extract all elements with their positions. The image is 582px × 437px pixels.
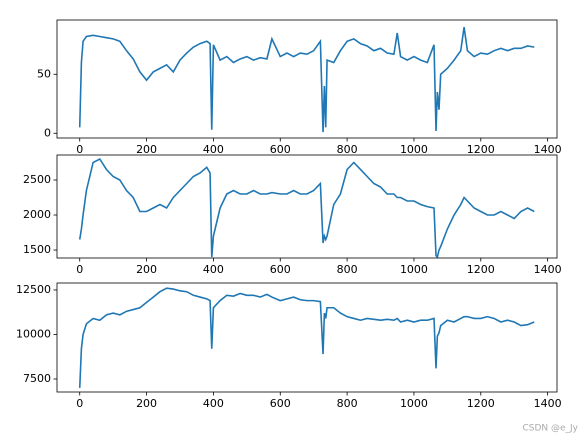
x-tick-label: 200: [136, 143, 157, 156]
x-tick-label: 0: [76, 263, 83, 276]
x-tick-label: 1000: [400, 263, 428, 276]
y-tick-label: 10000: [16, 327, 51, 340]
x-tick-label: 1400: [534, 397, 562, 410]
x-tick-label: 400: [203, 263, 224, 276]
x-tick-label: 0: [76, 397, 83, 410]
axes-frame: [56, 19, 558, 139]
y-tick-label: 7500: [23, 372, 51, 385]
x-tick-label: 400: [203, 397, 224, 410]
x-tick-label: 800: [337, 397, 358, 410]
data-line: [78, 287, 535, 388]
y-tick-label: 2500: [23, 173, 51, 186]
x-tick-label: 1200: [467, 397, 495, 410]
x-tick-label: 600: [270, 143, 291, 156]
x-tick-label: 800: [337, 143, 358, 156]
x-tick-label: 1400: [534, 143, 562, 156]
y-tick-label: 1500: [23, 243, 51, 256]
x-tick-label: 600: [270, 263, 291, 276]
watermark: CSDN @e_Jy: [522, 424, 578, 434]
y-tick-label: 0: [44, 126, 51, 139]
x-tick-label: 600: [270, 397, 291, 410]
x-tick-label: 200: [136, 263, 157, 276]
y-tick-label: 12500: [16, 283, 51, 296]
x-tick-label: 1200: [467, 143, 495, 156]
x-tick-label: 1400: [534, 263, 562, 276]
x-tick-label: 1000: [400, 397, 428, 410]
y-tick-label: 2000: [23, 208, 51, 221]
y-tick-label: 50: [37, 67, 51, 80]
data-line: [78, 157, 535, 259]
axes-frame: [56, 154, 558, 259]
x-tick-label: 200: [136, 397, 157, 410]
data-line: [78, 26, 535, 133]
x-tick-label: 1000: [400, 143, 428, 156]
x-tick-label: 800: [337, 263, 358, 276]
x-tick-label: 1200: [467, 263, 495, 276]
axes-frame: [56, 282, 558, 393]
x-tick-label: 0: [76, 143, 83, 156]
x-tick-label: 400: [203, 143, 224, 156]
